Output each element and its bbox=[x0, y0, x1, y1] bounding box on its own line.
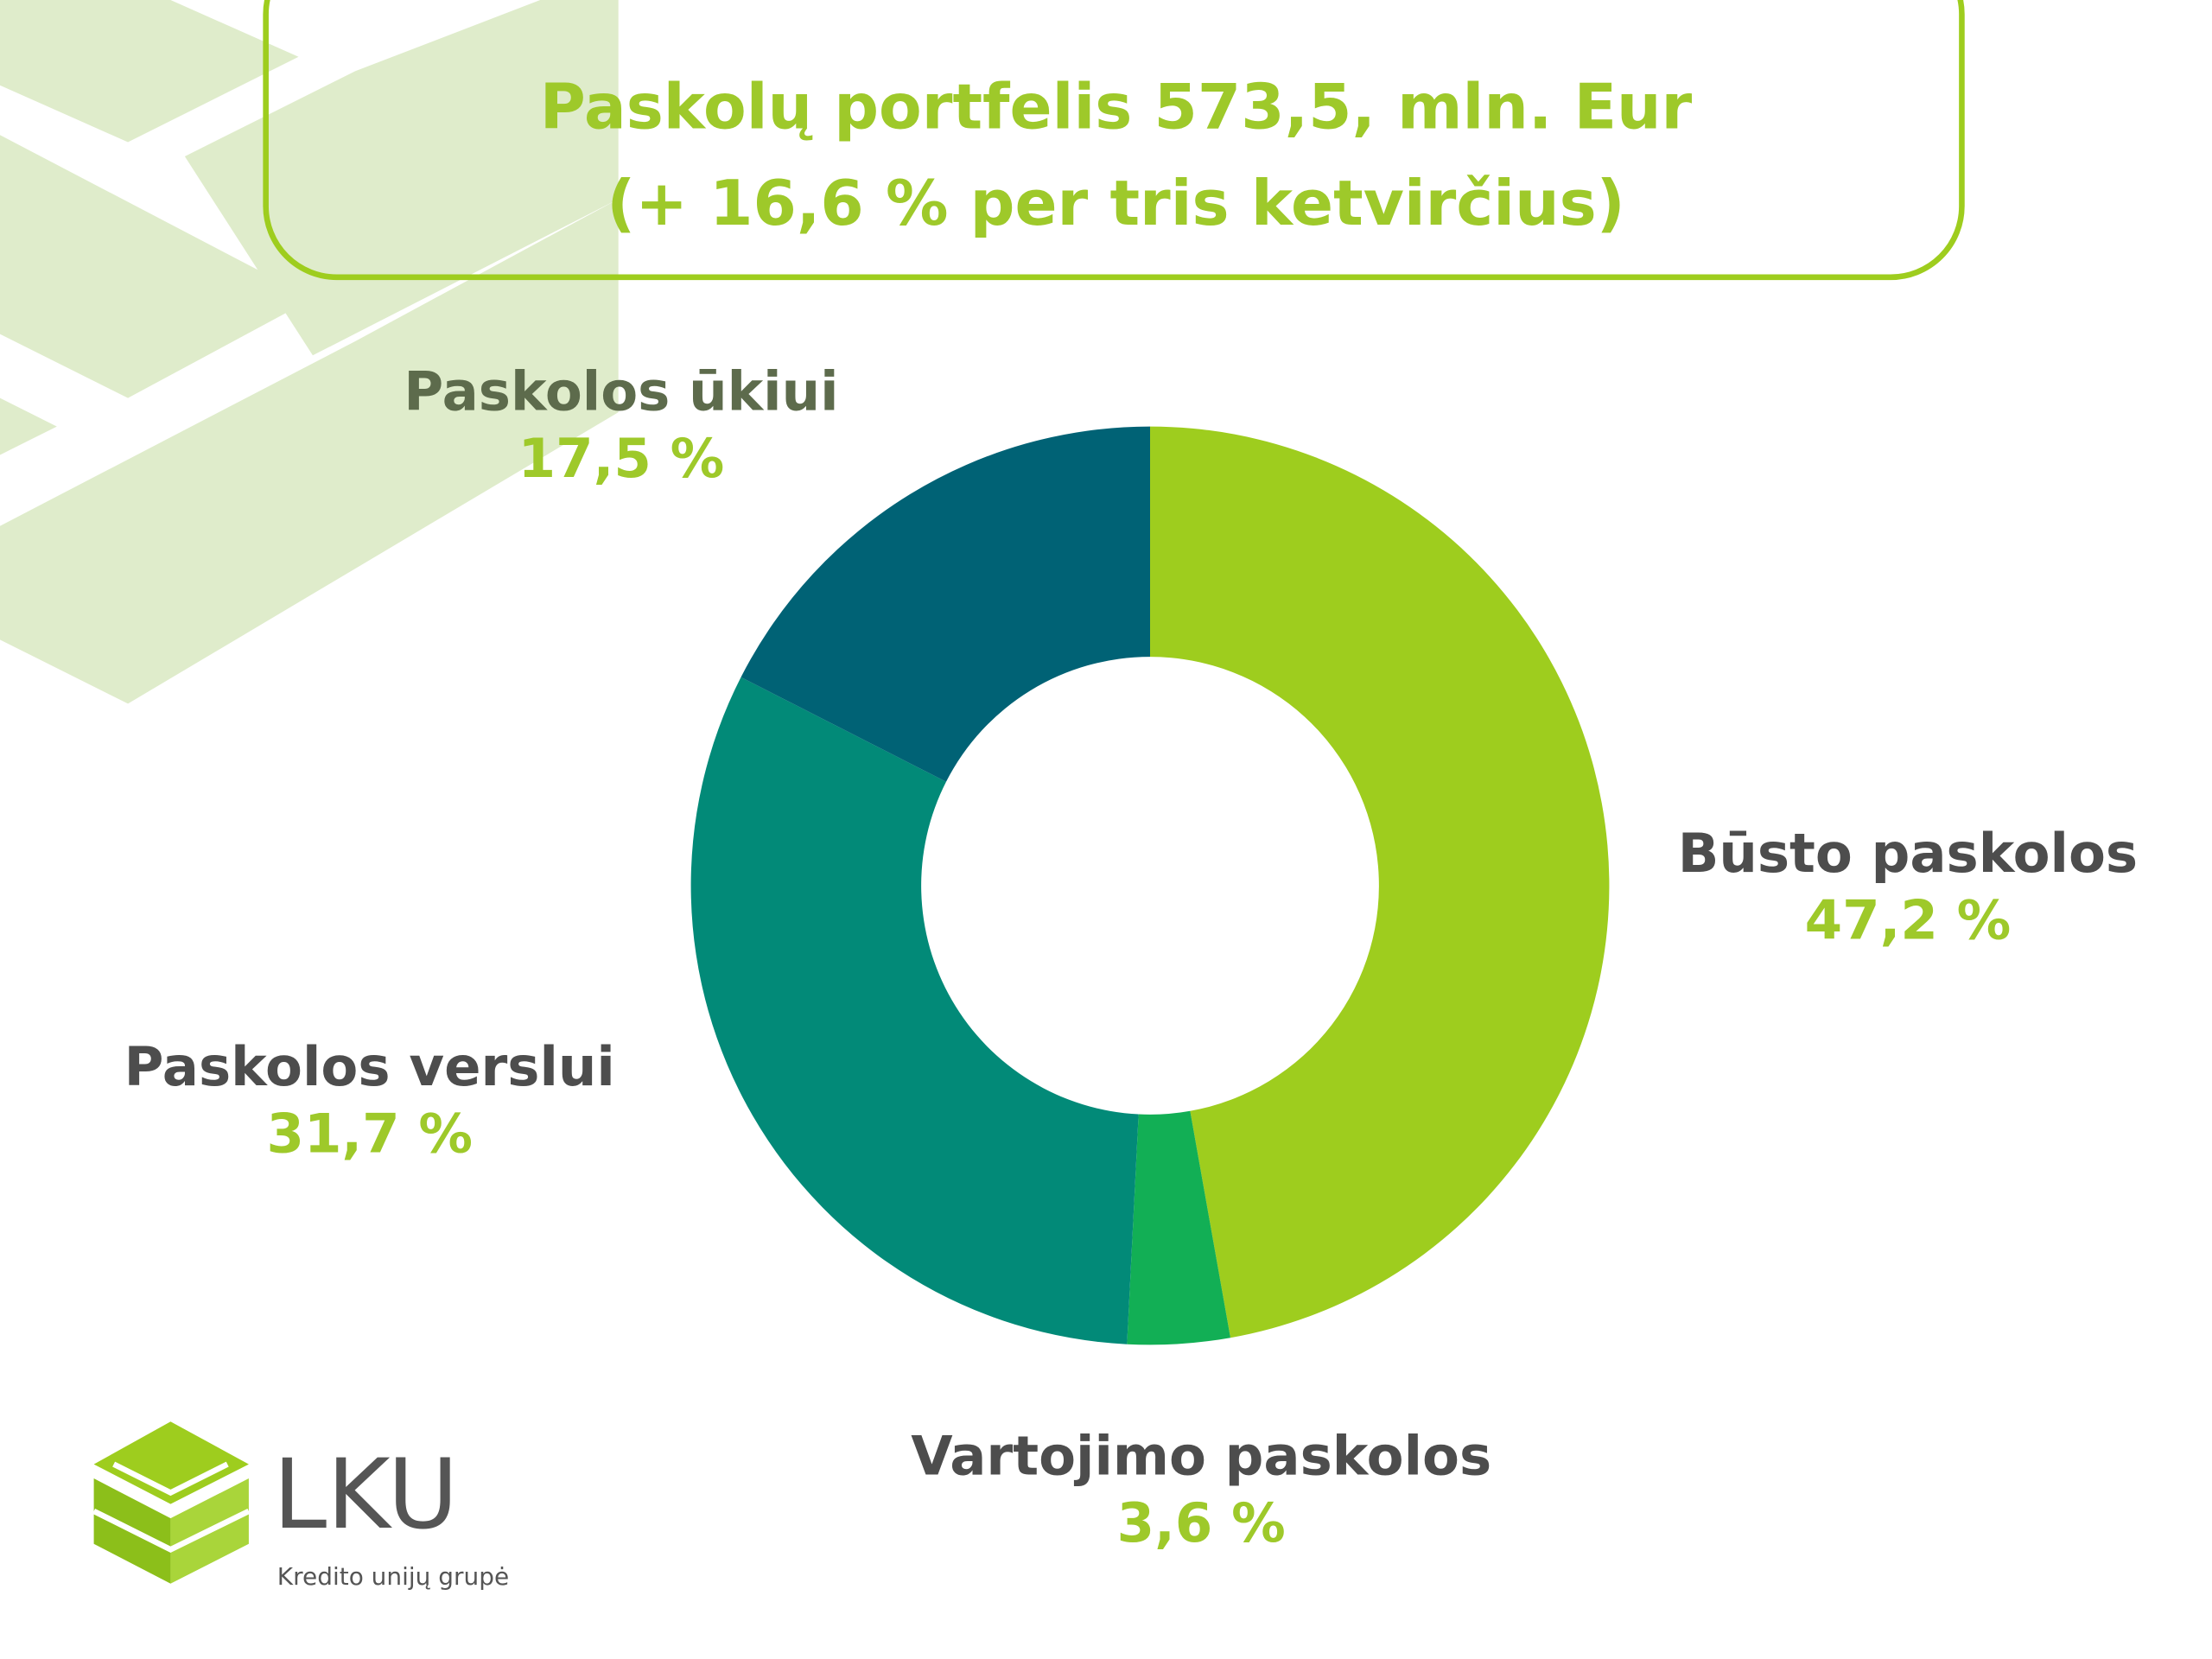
logo: LKU Kredito unijų grupė bbox=[92, 1421, 509, 1591]
background-decoration bbox=[0, 0, 619, 704]
donut-segment bbox=[690, 677, 1139, 1344]
category-label: Būsto paskolos bbox=[1678, 822, 2138, 885]
logo-tagline: Kredito unijų grupė bbox=[277, 1562, 509, 1591]
donut-segment bbox=[1127, 1110, 1231, 1345]
value-label: 17,5 % bbox=[518, 427, 725, 490]
chart-title: Paskolų portfelis 573,5, mln. Eur bbox=[540, 71, 1693, 143]
donut-segment bbox=[741, 426, 1151, 782]
category-label: Paskolos ūkiui bbox=[404, 359, 838, 423]
title-box bbox=[263, 0, 1965, 281]
logo-text: LKU bbox=[273, 1439, 459, 1551]
category-label: Paskolos verslui bbox=[124, 1035, 615, 1098]
donut-segment bbox=[1150, 426, 1610, 1338]
value-label: 47,2 % bbox=[1805, 889, 2012, 952]
value-label: 31,7 % bbox=[266, 1102, 473, 1165]
category-label: Vartojimo paskolos bbox=[911, 1425, 1491, 1488]
chart-subtitle: (+ 16,6 % per tris ketvirčius) bbox=[607, 168, 1625, 240]
value-label: 3,6 % bbox=[1117, 1491, 1286, 1554]
